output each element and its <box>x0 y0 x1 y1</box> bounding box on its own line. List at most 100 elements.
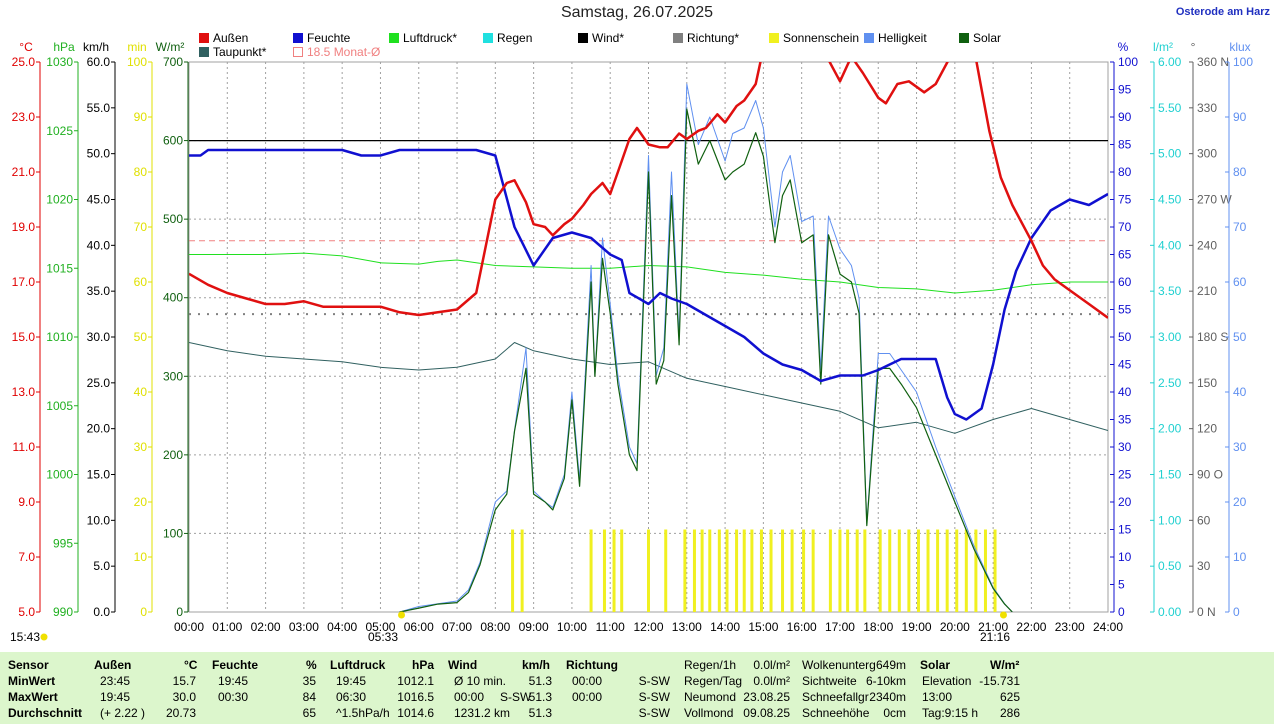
sunshine-bar <box>846 529 850 612</box>
legend-label: Wind* <box>592 31 625 45</box>
legend-item: Sonnenschein <box>769 31 859 45</box>
axis-tick-rain: 0.00 <box>1158 605 1182 619</box>
legend-item: Außen <box>199 31 248 45</box>
axis-tick-sunmin: 20 <box>134 495 148 509</box>
axis-tick-lux: 40 <box>1233 385 1247 399</box>
sunshine-bar <box>717 529 721 612</box>
current-time: 15:43 <box>10 630 41 644</box>
sunshine-bar <box>802 529 806 612</box>
stats-misc-cell: Wolkenunterg <box>802 658 876 672</box>
axis-tick-humidity: 0 <box>1118 605 1125 619</box>
axis-tick-pressure: 995 <box>53 536 73 550</box>
axis-tick-rain: 5.00 <box>1158 147 1182 161</box>
legend-item: Regen <box>483 31 532 45</box>
stats-cell-label: Durchschnitt <box>8 706 83 720</box>
axis-tick-sunmin: 80 <box>134 165 148 179</box>
stats-header-sensor: Sensor <box>8 658 49 672</box>
legend-label: Taupunkt* <box>213 45 267 59</box>
x-tick-label: 01:00 <box>212 620 242 634</box>
axis-tick-rain: 5.50 <box>1158 101 1182 115</box>
axis-tick-humidity: 40 <box>1118 385 1132 399</box>
stats-header-wind-unit: km/h <box>522 658 551 672</box>
sunshine-bar <box>916 529 920 612</box>
stats-misc-cell: 23.08.25 <box>743 690 790 704</box>
axis-tick-solar: 700 <box>163 55 183 69</box>
stats-misc-cell: 0cm <box>883 706 906 720</box>
axis-tick-humidity: 25 <box>1118 468 1132 482</box>
axis-tick-direction: 300 <box>1197 147 1217 161</box>
axis-tick-pressure: 1020 <box>46 193 73 207</box>
x-tick-label: 10:00 <box>557 620 587 634</box>
axis-tick-rain: 3.00 <box>1158 330 1182 344</box>
axis-tick-wind: 20.0 <box>87 422 111 436</box>
sunshine-bar <box>993 529 997 612</box>
sunshine-bar <box>863 529 867 612</box>
x-tick-label: 14:00 <box>710 620 740 634</box>
axis-tick-wind: 5.0 <box>93 559 110 573</box>
axis-tick-pressure: 1000 <box>46 468 73 482</box>
series-line-luftdruck <box>189 252 1108 294</box>
axis-tick-solar: 500 <box>163 212 183 226</box>
legend-label: Richtung* <box>687 31 740 45</box>
axis-tick-temp: 25.0 <box>12 55 36 69</box>
axis-tick-direction: 60 <box>1197 513 1211 527</box>
axis-tick-direction: 120 <box>1197 422 1217 436</box>
axis-tick-pressure: 1010 <box>46 330 73 344</box>
stats-cell-label: MaxWert <box>8 690 58 704</box>
stats-cell-r_t: 00:00 <box>572 690 603 704</box>
axis-tick-sunmin: 60 <box>134 275 148 289</box>
axis-tick-sunmin: 50 <box>134 330 148 344</box>
legend-label: Außen <box>213 31 249 45</box>
axis-tick-humidity: 100 <box>1118 55 1138 69</box>
sunshine-bar <box>612 529 616 612</box>
axis-tick-direction: 360 N <box>1197 55 1229 69</box>
stats-cell-a_t: 23:45 <box>100 674 131 688</box>
axis-tick-lux: 30 <box>1233 440 1247 454</box>
sunset-time: 21:16 <box>980 630 1011 644</box>
axis-tick-rain: 6.00 <box>1158 55 1182 69</box>
x-tick-label: 05:00 <box>365 620 395 634</box>
axis-tick-wind: 35.0 <box>87 284 111 298</box>
axis-tick-temp: 7.0 <box>18 550 35 564</box>
axis-tick-direction: 240 <box>1197 238 1217 252</box>
sunshine-bar <box>855 529 859 612</box>
stats-header-druck-unit: hPa <box>412 658 435 672</box>
stats-cell-s_t: Tag:9:15 h <box>922 706 979 720</box>
sunshine-bar <box>790 529 794 612</box>
x-tick-label: 19:00 <box>902 620 932 634</box>
axis-tick-wind: 30.0 <box>87 330 111 344</box>
axis-tick-rain: 3.50 <box>1158 284 1182 298</box>
x-tick-label: 08:00 <box>480 620 510 634</box>
stats-misc-cell: Regen/Tag <box>684 674 743 688</box>
sunshine-bar <box>692 529 696 612</box>
axis-unit-direction: ° <box>1191 40 1196 54</box>
series-line-feuchte <box>189 148 1108 421</box>
axis-tick-humidity: 20 <box>1118 495 1132 509</box>
stats-cell-label: MinWert <box>8 674 56 688</box>
stats-misc-cell: Schneefallgr <box>802 690 869 704</box>
axis-unit-pressure: hPa <box>53 40 75 54</box>
legend-swatch <box>864 33 874 43</box>
x-tick-label: 03:00 <box>289 620 319 634</box>
x-tick-label: 02:00 <box>251 620 281 634</box>
stats-misc-cell: Schneehöhe <box>802 706 870 720</box>
stats-cell-f_t: 00:30 <box>218 690 249 704</box>
axis-tick-sunmin: 70 <box>134 220 148 234</box>
stats-cell-a_t: (+ 2.22 ) <box>100 706 146 720</box>
stats-misc-cell: 09.08.25 <box>743 706 790 720</box>
legend-label: 18.5 Monat-Ø <box>307 45 381 59</box>
stats-cell-d_v: 1014.6 <box>397 706 434 720</box>
axis-unit-wind: km/h <box>83 40 109 54</box>
x-tick-label: 20:00 <box>940 620 970 634</box>
stats-header-solar-unit: W/m² <box>990 658 1020 672</box>
axis-tick-humidity: 35 <box>1118 413 1132 427</box>
axis-tick-humidity: 10 <box>1118 550 1132 564</box>
axis-tick-temp: 15.0 <box>12 330 36 344</box>
axis-tick-wind: 10.0 <box>87 513 111 527</box>
axis-tick-rain: 1.50 <box>1158 468 1182 482</box>
axis-tick-humidity: 65 <box>1118 248 1132 262</box>
stats-cell-d_t: 19:45 <box>336 674 367 688</box>
sunshine-bar <box>511 529 515 612</box>
legend-item: 18.5 Monat-Ø <box>293 45 380 59</box>
stats-cell-r_t: 00:00 <box>572 674 603 688</box>
